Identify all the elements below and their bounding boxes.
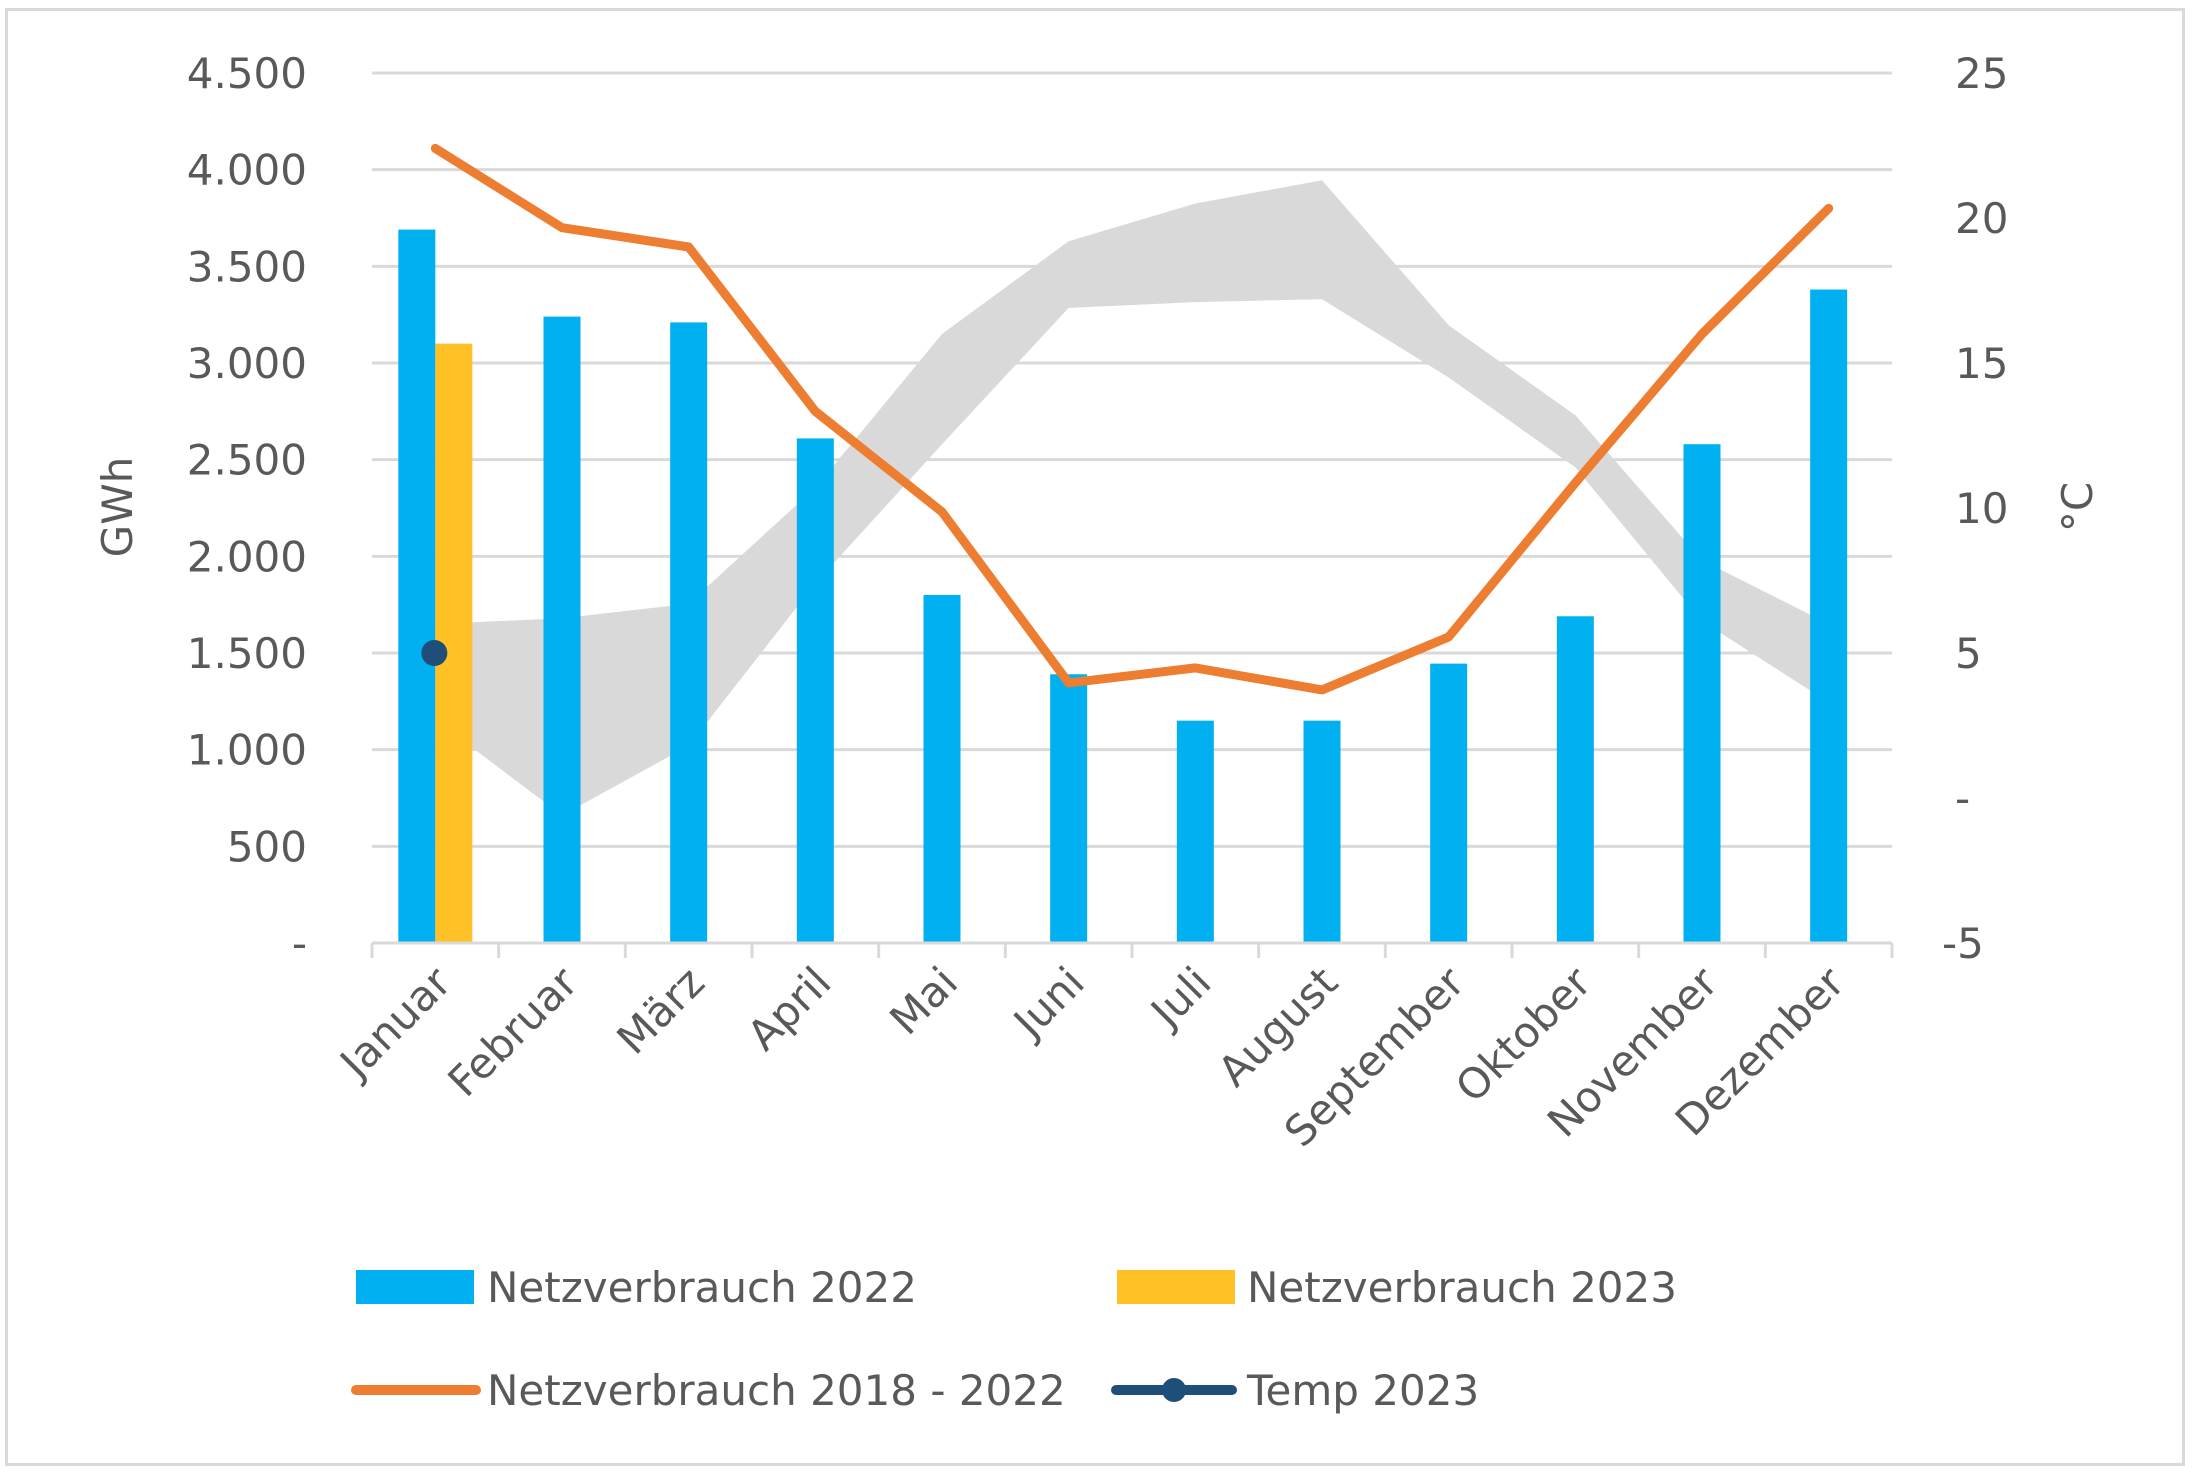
legend-label: Netzverbrauch 2018 - 2022	[487, 1366, 1066, 1415]
temp-2023-markers	[421, 640, 448, 666]
y2-tick-label: -5	[1942, 919, 1984, 968]
y-axis-ticks: - 500 1.000 1.500 2.000 2.500 3.000 3.500 4.000 4…	[187, 49, 307, 968]
y2-tick-label: -	[1955, 774, 1970, 823]
axes	[370, 941, 1894, 958]
legend-label: Netzverbrauch 2022	[487, 1263, 917, 1312]
y-tick-label: 2.000	[187, 532, 307, 581]
bar-netzverbrauch-2022-august	[1303, 720, 1341, 943]
temp-2023-point-januar	[421, 640, 448, 666]
consumption-2018-2022-line	[430, 143, 1834, 695]
bar-netzverbrauch-2022-dezember	[1810, 289, 1848, 943]
y2-tick-label: 10	[1955, 484, 2008, 533]
legend-swatch	[356, 1270, 474, 1304]
y-axis-title: GWh	[93, 457, 142, 558]
y2-tick-label: 20	[1955, 194, 2008, 243]
x-tick-label-april: April	[738, 957, 841, 1060]
y2-tick-label: 25	[1955, 49, 2008, 98]
legend-item: Netzverbrauch 2023	[1117, 1263, 1677, 1312]
bar-netzverbrauch-2022-september	[1430, 663, 1468, 943]
bar-netzverbrauch-2022-märz	[670, 322, 708, 943]
bar-netzverbrauch-2022-februar	[543, 316, 581, 944]
bars	[398, 229, 1848, 944]
legend-item: Temp 2023	[1111, 1366, 1479, 1415]
temperature-range-band	[435, 180, 1829, 816]
x-tick-label-juli: Juli	[1140, 957, 1221, 1038]
legend-marker-icon	[1162, 1378, 1186, 1402]
y2-tick-label: 15	[1955, 339, 2008, 388]
y-tick-label: 4.000	[187, 146, 307, 195]
x-tick-label-mai: Mai	[880, 957, 967, 1044]
x-tick-label-märz: März	[607, 957, 713, 1063]
x-tick-label-juni: Juni	[1002, 957, 1093, 1048]
y-tick-label: 4.500	[187, 49, 307, 98]
bar-netzverbrauch-2022-november	[1683, 444, 1721, 943]
bar-netzverbrauch-2022-juli	[1176, 720, 1214, 943]
legend-swatch	[1117, 1270, 1235, 1304]
legend-item: Netzverbrauch 2018 - 2022	[351, 1366, 1066, 1415]
y2-axis-title: °C	[2053, 482, 2102, 532]
y-tick-label: 1.500	[187, 629, 307, 678]
x-tick-label-februar: Februar	[438, 957, 587, 1106]
bar-netzverbrauch-2022-juni	[1050, 674, 1088, 943]
legend-label: Temp 2023	[1246, 1366, 1479, 1415]
legend-item: Netzverbrauch 2022	[356, 1263, 917, 1312]
y-tick-label: -	[292, 919, 307, 968]
y-tick-label: 3.500	[187, 242, 307, 291]
bar-netzverbrauch-2022-mai	[923, 595, 961, 943]
legend-label: Netzverbrauch 2023	[1247, 1263, 1677, 1312]
legend: Netzverbrauch 2022 Netzverbrauch 2023 Netz…	[351, 1263, 1677, 1415]
temperature-band-area	[435, 180, 1829, 816]
line-path	[430, 143, 1834, 695]
y2-tick-label: 5	[1955, 629, 1982, 678]
bar-netzverbrauch-2022-januar	[398, 229, 436, 944]
y-tick-label: 2.500	[187, 436, 307, 485]
bar-netzverbrauch-2022-april	[796, 438, 834, 943]
y-tick-label: 500	[227, 822, 307, 871]
y-tick-label: 3.000	[187, 339, 307, 388]
bar-netzverbrauch-2022-oktober	[1556, 616, 1594, 943]
y-tick-label: 1.000	[187, 726, 307, 775]
